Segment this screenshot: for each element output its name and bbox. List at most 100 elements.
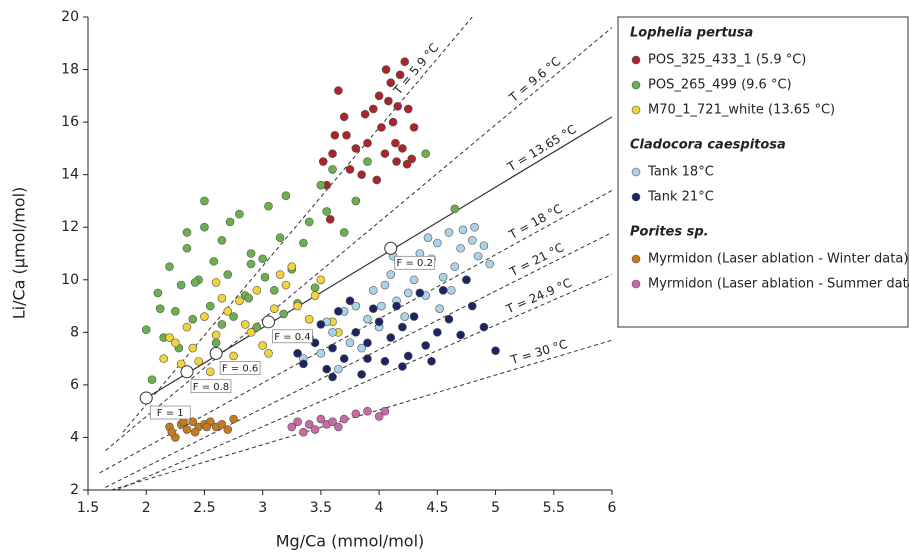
data-point [246, 328, 256, 337]
x-axis-title: Mg/Ca (mmol/mol) [276, 532, 425, 551]
isotherm-label: T = 13.65 °C [504, 122, 578, 175]
data-point [223, 425, 233, 434]
data-point [402, 159, 412, 169]
data-point [345, 296, 355, 306]
legend-label: M70_1_721_white (13.65 °C) [648, 103, 835, 118]
f-marker [384, 241, 398, 255]
data-point [252, 322, 262, 332]
data-point [316, 180, 326, 190]
data-point [438, 272, 448, 282]
data-point [258, 341, 267, 350]
data-point [380, 149, 390, 158]
data-point [246, 249, 256, 258]
data-point [409, 123, 419, 132]
x-tick-label: 5 [491, 500, 500, 516]
data-point [330, 130, 340, 140]
isotherm-line [111, 339, 612, 490]
data-point [171, 338, 180, 348]
data-point [393, 102, 403, 111]
data-point [485, 259, 495, 269]
data-point [217, 236, 227, 245]
data-point [293, 301, 302, 311]
data-point [342, 130, 351, 140]
data-point [211, 330, 221, 340]
data-point [400, 312, 410, 321]
y-tick-label: 16 [61, 114, 79, 130]
y-tick-label: 10 [61, 272, 79, 288]
data-point [316, 414, 326, 424]
y-tick-label: 18 [61, 62, 79, 78]
data-point [211, 278, 221, 287]
isotherm-label: T = 5.9 °C [390, 41, 441, 98]
data-point [363, 138, 372, 148]
data-point [304, 314, 314, 324]
data-point [200, 196, 209, 206]
data-point [200, 312, 209, 321]
data-point [435, 304, 444, 313]
data-point [479, 241, 489, 250]
data-point [188, 417, 198, 426]
data-point [260, 272, 270, 282]
data-point [287, 422, 297, 432]
x-tick-label: 2.5 [193, 500, 215, 516]
data-point [377, 123, 386, 132]
data-point [368, 285, 378, 295]
f-label: F = 0.8 [190, 379, 232, 394]
x-tick-label: 1.5 [77, 500, 99, 516]
data-point [400, 57, 410, 66]
data-point [334, 307, 343, 316]
data-point [310, 291, 320, 300]
f-label: F = 0.6 [219, 361, 261, 375]
data-point [316, 320, 326, 329]
data-point [374, 317, 384, 327]
data-point [159, 354, 168, 363]
isotherm-label: T = 9.6 °C [506, 54, 564, 105]
x-tick-label: 5.5 [543, 500, 565, 516]
data-point [293, 349, 302, 358]
y-axis-title: Li/Ca (µmol/mol) [10, 187, 29, 320]
data-point [182, 228, 192, 237]
legend-label: POS_265_499 (9.6 °C) [648, 78, 792, 93]
f-label-box [219, 361, 261, 375]
isotherm-line [122, 17, 473, 433]
data-point [377, 301, 386, 311]
data-point [467, 236, 477, 245]
data-point [444, 228, 454, 237]
isotherm-line [116, 274, 612, 490]
data-point [398, 322, 407, 332]
data-point [388, 117, 398, 127]
data-point [281, 191, 291, 200]
data-point [293, 417, 302, 426]
f-label-box [190, 379, 232, 394]
data-point [427, 356, 436, 366]
data-point [357, 343, 366, 353]
data-point [491, 346, 500, 356]
data-point [398, 362, 407, 371]
data-point [438, 285, 448, 295]
data-point [447, 285, 456, 295]
data-point [147, 375, 157, 384]
data-point [462, 275, 471, 285]
data-point [345, 338, 355, 348]
data-point [479, 322, 489, 332]
data-point [235, 296, 244, 306]
data-point [458, 225, 468, 235]
f-marker [139, 391, 153, 405]
data-point [209, 257, 219, 266]
data-point [270, 285, 279, 295]
data-point [275, 233, 285, 243]
data-point [182, 322, 192, 332]
data-point [299, 359, 308, 369]
data-point [357, 170, 366, 179]
data-point [334, 364, 343, 374]
data-point [264, 201, 273, 211]
data-point [368, 304, 378, 313]
legend-label: Myrmidon (Laser ablation - Winter data) [648, 252, 908, 267]
data-point [403, 288, 413, 298]
data-point [328, 417, 337, 426]
data-point [339, 112, 349, 122]
data-point [244, 293, 253, 303]
data-point [381, 65, 391, 74]
legend-swatch [631, 80, 641, 90]
